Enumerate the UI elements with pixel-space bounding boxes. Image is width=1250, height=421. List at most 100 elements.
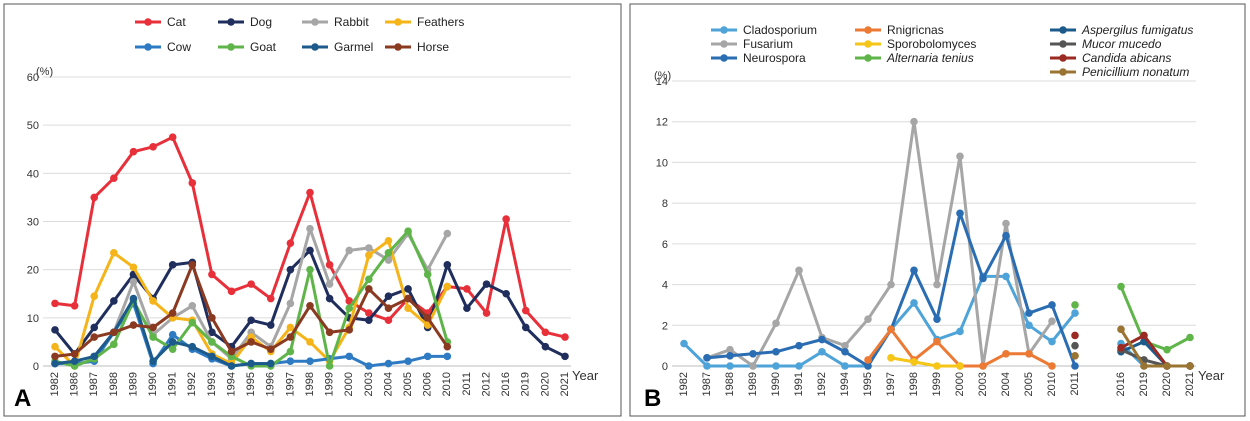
panel-a-data-point [384, 316, 393, 325]
panel-a-data-point [325, 261, 334, 269]
panel-a-data-point [208, 338, 216, 346]
panel-a-data-point [502, 215, 510, 223]
panel-b-data-point [1140, 362, 1148, 370]
panel-b-x-tick-label: 2010 [1046, 372, 1058, 396]
panel-b-data-point [1048, 362, 1056, 370]
panel-a-data-point [345, 246, 354, 255]
panel-a-y-tick-label: 30 [27, 217, 39, 229]
panel-a-data-point [306, 301, 314, 310]
panel-a-x-tick-label: 2003 [363, 372, 375, 396]
panel-b-data-point [772, 347, 780, 356]
panel-a-data-point [404, 227, 412, 235]
panel-a-data-point [443, 261, 452, 269]
panel-a-data-point [482, 309, 491, 317]
panel-b-data-point [1025, 321, 1033, 330]
panel-a-data-point [227, 287, 236, 296]
panel-a-data-point [70, 350, 79, 358]
panel-a-data-point [188, 261, 197, 269]
panel-b-data-point [979, 274, 987, 283]
panel-a-x-tick-label: 1996 [265, 372, 277, 396]
panel-b-data-point [1025, 349, 1033, 358]
panel-a-chart: 0 10 20 30 40 50 60(%) Year 1982 1986 1987 1988 1989… [3, 3, 622, 417]
panel-a-data-point [306, 265, 314, 274]
panel-b-legend-label: Sporobolomyces [887, 37, 976, 51]
panel-a-x-tick-label: 1987 [88, 372, 100, 396]
panel-a-x-tick-label: 2021 [559, 372, 571, 396]
panel-b-data-point [772, 362, 780, 370]
panel-a-data-point [404, 294, 412, 303]
panel-b-data-point [726, 362, 734, 370]
panel-b-data-point [933, 362, 941, 370]
panel-a-data-point [110, 249, 118, 257]
panel-a-x-tick-label: 2005 [402, 372, 414, 396]
panel-b-data-point [818, 347, 826, 356]
panel-b-data-point [1117, 325, 1125, 334]
panel-a-data-point [404, 357, 412, 365]
panel-b-data-point [1071, 341, 1079, 350]
panel-a-data-point [247, 280, 255, 288]
panel-b-x-tick-label: 2016 [1115, 372, 1127, 396]
panel-b-data-point [910, 358, 918, 366]
panel-b-x-tick-label: 1997 [885, 372, 897, 396]
panel-a-legend-label: Cow [167, 40, 191, 54]
panel-a-data-point [482, 280, 491, 288]
panel-b-y-tick-label: 8 [662, 198, 668, 210]
panel-a-legend-swatch-marker [144, 18, 152, 26]
panel-b-y-tick-label: 14 [656, 76, 668, 88]
panel-a-data-point [90, 292, 99, 300]
panel-b-data-point [1140, 331, 1148, 340]
panel-b-legend-label: Aspergilus fumigatus [1081, 23, 1193, 37]
panel-b-series-line [705, 120, 1054, 368]
panel-b-data-point [864, 362, 872, 370]
panel-b-x-tick-label: 1982 [678, 372, 690, 396]
panel-a-x-tick-label: 1993 [206, 372, 218, 396]
panel-a-data-point [90, 352, 99, 361]
panel-b-series-line [1119, 327, 1192, 368]
panel-a-data-point [286, 347, 295, 356]
panel-b-x-tick-label: 2011 [1069, 372, 1081, 396]
panel-a-data-point [561, 333, 569, 341]
panel-a-data-point [345, 326, 354, 334]
panel-a-x-tick-label: 2004 [382, 372, 394, 396]
panel-b-y-tick-label: 2 [662, 320, 668, 332]
panel-a-data-point [168, 309, 177, 317]
panel-b-data-point [1163, 362, 1171, 370]
panel-b-series-line [889, 356, 962, 368]
panel-b-legend-label: Candida abicans [1082, 51, 1171, 65]
panel-b-series-alternaria-tenius [1071, 282, 1194, 354]
panel-b-legend-swatch-marker [864, 54, 872, 62]
panel-a-data-point [90, 323, 99, 332]
panel-b-legend-label: Alternaria tenius [886, 51, 974, 65]
panel-a-data-point [463, 304, 471, 313]
panel-a-x-tick-label: 1994 [225, 372, 237, 396]
panel-b-series-sporobolomyces [887, 354, 964, 370]
panel-a-data-point [90, 193, 99, 202]
panel-a-data-point [423, 270, 432, 279]
panel-b-legend-swatch-marker [1059, 54, 1067, 62]
panel-a-data-point [345, 352, 354, 361]
panel-b-legend-swatch-marker [720, 40, 728, 48]
panel-b-data-point [1002, 272, 1010, 281]
panel-a-legend-label: Horse [417, 40, 449, 54]
panel-a-data-point [384, 304, 393, 313]
panel-a-data-point [325, 294, 334, 303]
panel-b-x-tick-label: 2020 [1161, 372, 1173, 396]
panel-a-frame [3, 3, 622, 417]
panel-a-data-point [286, 239, 295, 247]
panel-b-data-point [726, 352, 734, 360]
panel-a-x-tick-label: 2019 [520, 372, 532, 396]
panel-a-data-point [70, 357, 79, 365]
panel-a-data-point [188, 318, 197, 327]
panel-a-data-point [70, 301, 79, 310]
panel-a-series-horse [51, 261, 452, 361]
panel-b-legend-label: Penicillium nonatum [1082, 65, 1189, 79]
panel-a-data-point [345, 304, 354, 313]
panel-b-data-point [1048, 337, 1056, 346]
panel-b-x-tick-label: 2019 [1138, 372, 1150, 396]
panel-a-data-point [306, 224, 314, 233]
panel-a-x-tick-label: 1991 [167, 372, 179, 396]
panel-b-data-point [956, 209, 964, 218]
panel-a-x-tick-label: 2020 [539, 372, 551, 396]
panel-a-data-point [521, 323, 530, 332]
panel-a-letter: A [14, 385, 31, 412]
